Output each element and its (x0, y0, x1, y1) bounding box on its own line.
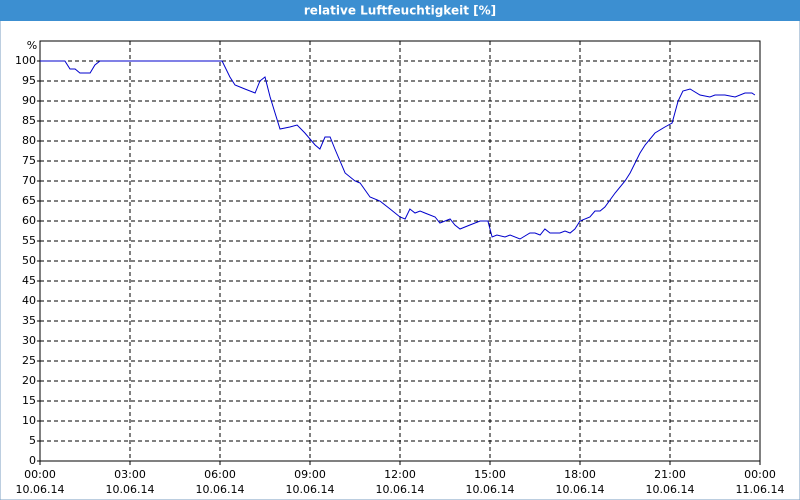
x-tick-date: 10.06.14 (16, 483, 65, 496)
y-tick-label: 50 (22, 254, 36, 267)
x-tick-label: 15:00 (474, 468, 506, 481)
x-tick-date: 10.06.14 (286, 483, 335, 496)
x-tick-date: 11.06.14 (736, 483, 785, 496)
x-tick-label: 21:00 (654, 468, 686, 481)
chart-title: relative Luftfeuchtigkeit [%] (304, 4, 496, 18)
x-tick-date: 10.06.14 (106, 483, 155, 496)
x-tick-label: 00:00 (744, 468, 776, 481)
y-tick-label: 25 (22, 354, 36, 367)
data-line (40, 60, 756, 240)
x-tick-label: 03:00 (114, 468, 146, 481)
x-tick-label: 06:00 (204, 468, 236, 481)
y-tick-label: 100 (15, 54, 36, 67)
x-tick-label: 12:00 (384, 468, 416, 481)
y-tick-label: 40 (22, 294, 36, 307)
y-tick-label: 70 (22, 174, 36, 187)
y-tick-label: 65 (22, 194, 36, 207)
y-tick-label: 10 (22, 414, 36, 427)
x-tick-label: 00:00 (24, 468, 56, 481)
x-tick-date: 10.06.14 (376, 483, 425, 496)
y-tick-label: 15 (22, 394, 36, 407)
y-tick-label: 60 (22, 214, 36, 227)
x-tick-date: 10.06.14 (466, 483, 515, 496)
y-tick-label: 95 (22, 74, 36, 87)
y-tick-label: 20 (22, 374, 36, 387)
x-tick-label: 09:00 (294, 468, 326, 481)
x-tick-date: 10.06.14 (646, 483, 695, 496)
x-tick-date: 10.06.14 (196, 483, 245, 496)
y-tick-label: 85 (22, 114, 36, 127)
y-tick-label: 0 (29, 454, 36, 467)
y-tick-label: 5 (29, 434, 36, 447)
y-tick-label: 55 (22, 234, 36, 247)
x-tick-label: 18:00 (564, 468, 596, 481)
y-tick-label: 35 (22, 314, 36, 327)
y-tick-label: 80 (22, 134, 36, 147)
y-tick-label: 45 (22, 274, 36, 287)
x-tick-date: 10.06.14 (556, 483, 605, 496)
y-tick-label: 30 (22, 334, 36, 347)
y-axis-label: % (27, 39, 37, 52)
title-bar (0, 0, 800, 21)
y-tick-label: 75 (22, 154, 36, 167)
y-tick-label: 90 (22, 94, 36, 107)
